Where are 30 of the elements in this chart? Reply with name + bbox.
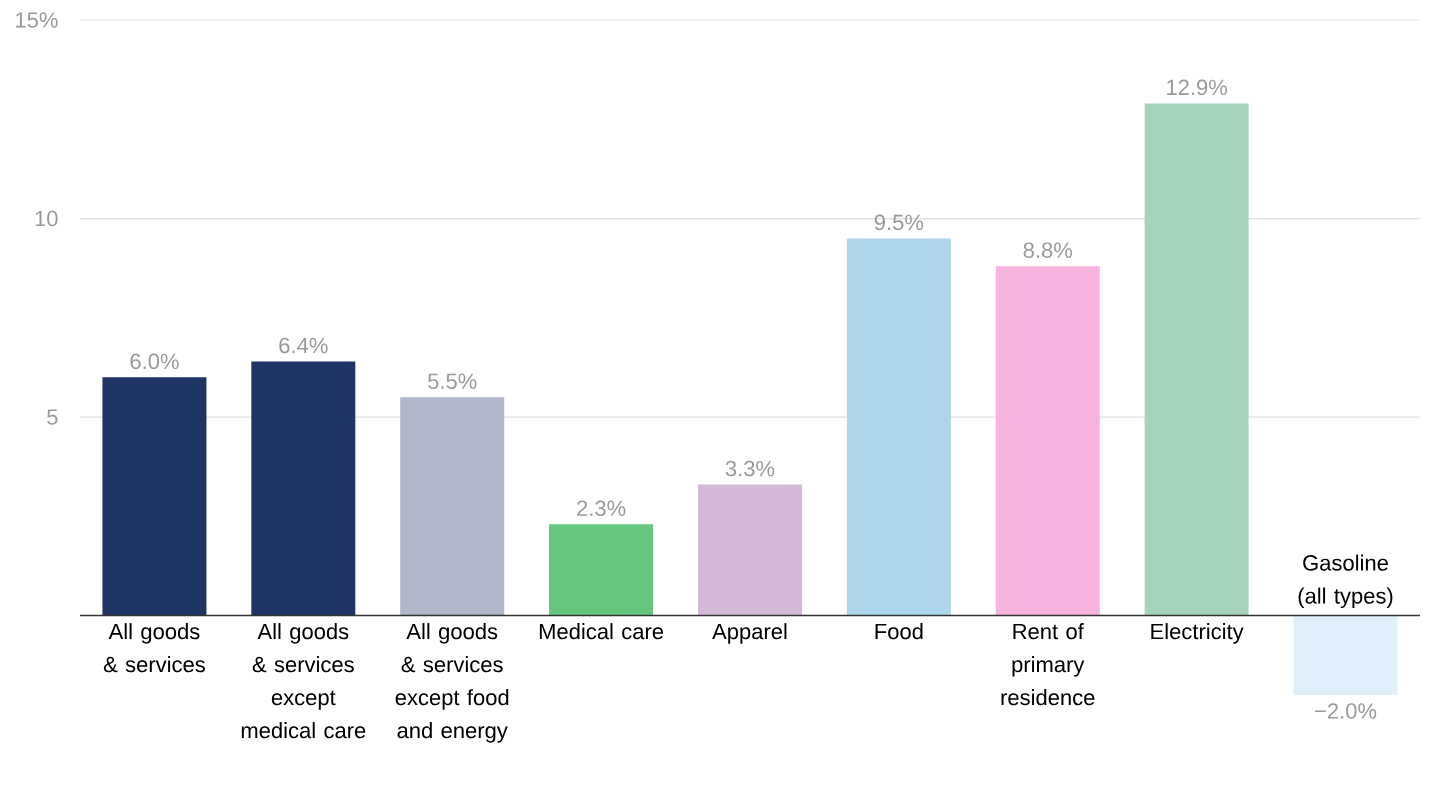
bar (995, 266, 1100, 616)
data-label: 3.3% (725, 460, 775, 477)
data-label: 2.3% (577, 500, 626, 517)
data-label: 6.0% (130, 353, 179, 370)
x-tick-label: All goods & services (103, 623, 205, 673)
data-label: 6.4% (279, 337, 328, 354)
bar (102, 377, 207, 616)
y-tick-label: 10 (35, 210, 58, 227)
x-tick-label: Rent of primary residence (1001, 623, 1095, 706)
x-tick-label: All goods & services except medical care (241, 623, 366, 739)
x-tick-label: Gasoline (all types) (1298, 554, 1393, 609)
data-label: −2.0% (1315, 703, 1377, 719)
x-tick-label: Electricity (1151, 623, 1244, 644)
bar (697, 484, 802, 616)
data-label: 8.8% (1023, 242, 1073, 258)
bar (251, 361, 356, 616)
x-tick-label: Food (875, 623, 923, 640)
x-tick-label: Medical care (539, 623, 664, 640)
bar (400, 397, 505, 616)
data-label: 9.5% (874, 214, 924, 231)
x-tick-label: Apparel (712, 623, 787, 644)
y-tick-label: 5 (47, 409, 58, 425)
bar (549, 524, 654, 616)
bar (846, 238, 951, 616)
bar (1144, 103, 1249, 616)
y-tick-label: 15% (16, 12, 58, 28)
x-tick-label: All goods & services except food and energy (395, 623, 509, 743)
bar (1293, 615, 1398, 695)
data-label: 5.5% (428, 373, 477, 390)
data-label: 12.9% (1167, 79, 1228, 96)
